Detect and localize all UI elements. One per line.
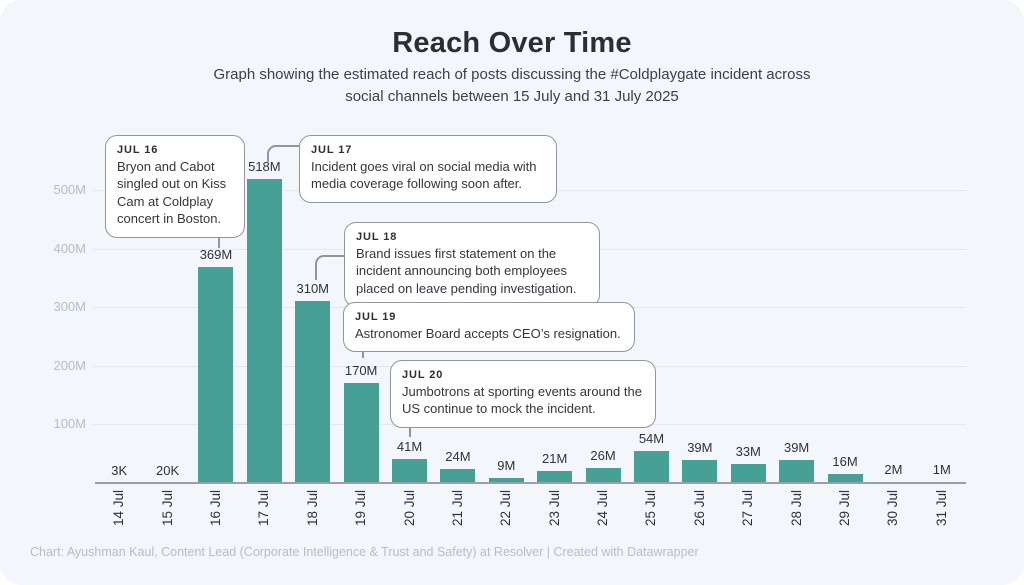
bar-value-label: 1M [932, 462, 951, 477]
x-axis-tick-label: 21 Jul [449, 490, 465, 527]
annotation-jul19: JUL 19 Astronomer Board accepts CEO’s re… [343, 302, 635, 353]
bar-21-jul[interactable] [440, 469, 476, 483]
chart-credit: Chart: Ayushman Kaul, Content Lead (Corp… [30, 545, 699, 559]
bar-value-label: 21M [542, 451, 568, 466]
chart-title: Reach Over Time [392, 27, 632, 59]
annotation-text: Astronomer Board accepts CEO’s resignati… [355, 326, 621, 341]
chart-subtitle: Graph showing the estimated reach of pos… [213, 66, 811, 105]
bar-19-jul[interactable] [343, 383, 379, 483]
x-axis-tick-label: 24 Jul [595, 490, 611, 527]
annotation-text: Jumbotrons at sporting events around the… [402, 384, 642, 417]
x-axis-tick-label: 15 Jul [159, 490, 175, 527]
bar-value-label: 9M [497, 458, 516, 473]
y-axis-tick-label: 300M [53, 299, 86, 315]
bar-value-label: 39M [783, 440, 810, 455]
bar-value-label: 310M [296, 281, 330, 296]
bar-29-jul[interactable] [827, 474, 863, 483]
bar-value-label: 170M [344, 363, 378, 378]
x-axis-tick-label: 25 Jul [643, 490, 659, 527]
bar-17-jul[interactable] [246, 179, 282, 483]
y-axis-tick-label: 200M [53, 357, 86, 373]
annotation-text: Brand issues first statement on the inci… [356, 246, 577, 296]
bar-value-label: 20K [156, 463, 180, 478]
bar-value-label: 33M [735, 444, 761, 459]
bar-value-label: 2M [884, 462, 903, 477]
x-axis-tick-label: 17 Jul [256, 490, 272, 527]
bar-27-jul[interactable] [730, 464, 766, 483]
x-axis-tick-label: 14 Jul [111, 490, 127, 527]
x-axis-tick-label: 29 Jul [837, 490, 853, 527]
bar-18-jul[interactable] [295, 301, 331, 483]
annotation-connector-jul18 [315, 255, 346, 280]
x-axis-tick-label: 26 Jul [691, 490, 707, 527]
bar-28-jul[interactable] [779, 460, 815, 483]
y-axis-tick-label: 400M [53, 240, 86, 256]
x-axis-tick-label: 16 Jul [207, 490, 223, 527]
annotation-date-label: JUL 16 [117, 144, 159, 156]
x-axis-tick-label: 28 Jul [788, 490, 804, 527]
annotation-date-label: JUL 18 [356, 231, 398, 243]
bar-value-label: 24M [445, 449, 471, 464]
x-axis-tick-label: 30 Jul [885, 490, 901, 527]
annotation-jul17: JUL 17 Incident goes viral on social med… [299, 135, 557, 203]
annotation-text: Incident goes viral on social media with… [311, 159, 537, 192]
annotation-text: Bryon and Cabot singled out on Kiss Cam … [117, 159, 227, 227]
bar-value-label: 3K [111, 463, 128, 478]
bar-23-jul[interactable] [537, 471, 573, 483]
annotation-date-label: JUL 17 [311, 144, 353, 156]
bar-value-label: 518M [248, 159, 281, 174]
bar-24-jul[interactable] [585, 468, 621, 483]
x-axis-tick-label: 18 Jul [304, 490, 320, 527]
x-axis-tick-label: 23 Jul [546, 490, 562, 527]
bar-26-jul[interactable] [682, 460, 718, 483]
bar-25-jul[interactable] [633, 451, 669, 483]
annotation-jul16: JUL 16 Bryon and Cabot singled out on Ki… [105, 135, 245, 238]
annotation-date-label: JUL 20 [402, 369, 444, 381]
x-axis-tick-label: 27 Jul [740, 490, 756, 527]
annotation-date-label: JUL 19 [355, 311, 397, 323]
bar-value-label: 54M [638, 431, 665, 446]
bar-value-label: 41M [396, 439, 423, 454]
annotation-jul20: JUL 20 Jumbotrons at sporting events aro… [390, 360, 656, 428]
annotation-jul18: JUL 18 Brand issues first statement on t… [344, 222, 600, 308]
annotation-connector-jul17 [267, 145, 301, 162]
x-axis-line [95, 482, 966, 484]
bar-22-jul[interactable] [488, 478, 524, 483]
bar-value-label: 369M [199, 247, 233, 262]
bar-value-label: 26M [590, 448, 616, 463]
bar-16-jul[interactable] [198, 267, 234, 483]
bar-value-label: 39M [687, 440, 713, 455]
y-axis-tick-label: 100M [53, 416, 86, 432]
x-axis-tick-label: 20 Jul [401, 490, 417, 527]
bar-value-label: 16M [832, 454, 858, 469]
x-axis-tick-label: 19 Jul [353, 490, 369, 527]
x-axis-tick-label: 22 Jul [498, 490, 514, 527]
bar-20-jul[interactable] [392, 459, 428, 483]
y-axis-tick-label: 500M [53, 182, 86, 197]
x-axis-tick-label: 31 Jul [933, 490, 949, 527]
